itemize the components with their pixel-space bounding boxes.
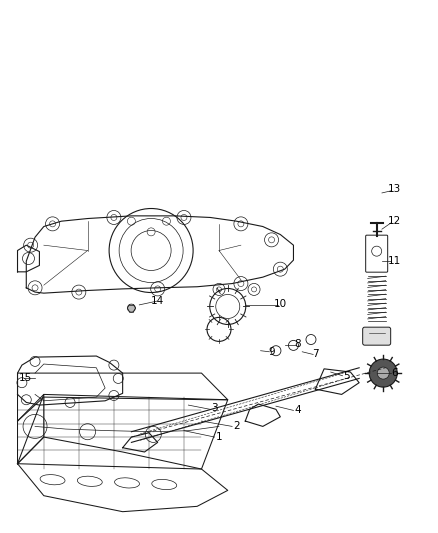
Text: 6: 6 <box>391 368 398 378</box>
Text: 3: 3 <box>211 403 218 413</box>
Text: 11: 11 <box>388 256 401 266</box>
Text: 7: 7 <box>312 350 319 359</box>
Text: 1: 1 <box>215 432 223 442</box>
Text: 5: 5 <box>343 371 350 381</box>
FancyBboxPatch shape <box>363 327 391 345</box>
Circle shape <box>127 304 135 312</box>
Text: 12: 12 <box>388 216 401 226</box>
Circle shape <box>377 367 389 379</box>
Text: 4: 4 <box>294 406 301 415</box>
Circle shape <box>369 359 397 387</box>
Text: 13: 13 <box>388 184 401 194</box>
Text: 10: 10 <box>274 299 287 309</box>
Text: 8: 8 <box>294 339 301 349</box>
Text: 14: 14 <box>151 296 164 306</box>
Text: 2: 2 <box>233 422 240 431</box>
Text: 9: 9 <box>268 347 275 357</box>
Text: 15: 15 <box>19 374 32 383</box>
